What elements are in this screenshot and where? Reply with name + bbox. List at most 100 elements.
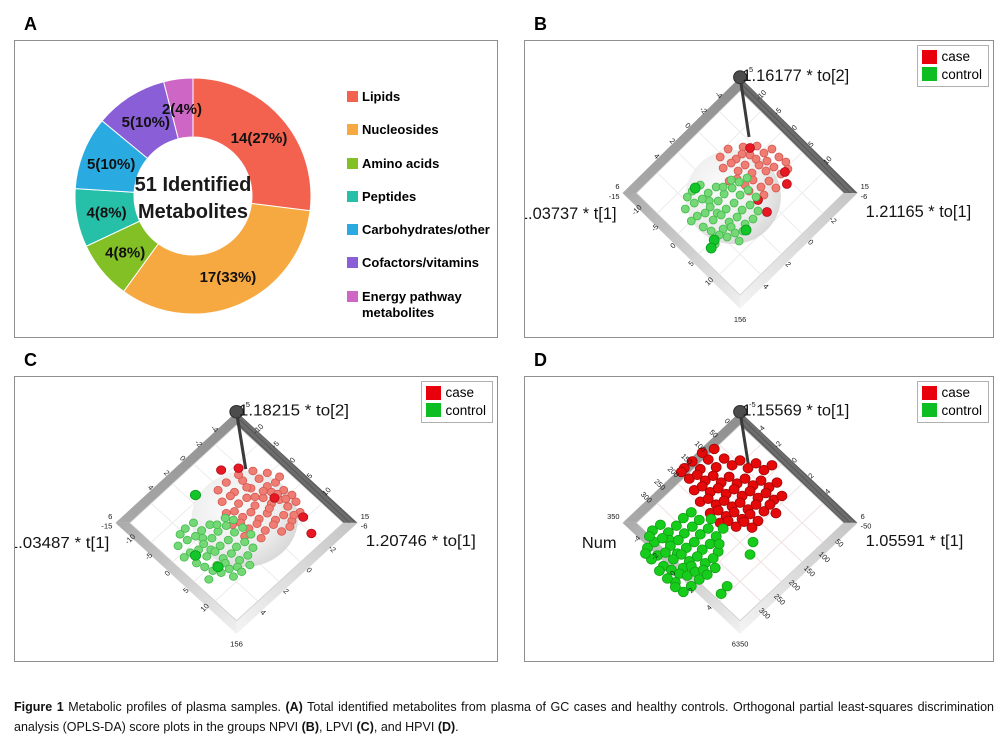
series-case: [675, 443, 788, 533]
svg-text:6350: 6350: [732, 640, 749, 649]
svg-text:5: 5: [686, 259, 695, 268]
caption-bold-segment: (B): [301, 719, 319, 734]
svg-text:4: 4: [652, 152, 661, 161]
svg-text:156: 156: [734, 315, 746, 324]
svg-text:-2: -2: [649, 551, 660, 562]
donut-slice-6: [163, 77, 194, 140]
axis-labels: 1.18215 * to[2] 1.03487 * t[1] 1.20746 * t…: [15, 402, 476, 552]
panel-d-letter: D: [534, 350, 547, 370]
corner-labels: 5 6-15 15-6 156: [609, 65, 869, 324]
svg-text:4: 4: [258, 608, 268, 617]
vertical-axis-pole: [234, 411, 248, 470]
legend-item: Carbohydrates/other: [347, 222, 497, 238]
legend-item: Cofactors/vitamins: [347, 255, 497, 271]
legend-item: Lipids: [347, 89, 497, 105]
svg-text:2: 2: [784, 260, 793, 269]
caption-segment: .: [455, 719, 459, 734]
panel-c-letter: C: [24, 350, 37, 370]
svg-text:15: 15: [361, 512, 370, 521]
control-label: control: [941, 66, 982, 82]
panel-c-box: -4 -2 0 2 4 -10 -5 0 5 10 -10 -5 0 5 10 -2 0 2 4 5 6 -15 15 -6 1…: [14, 376, 498, 662]
case-swatch: [922, 49, 938, 64]
legend-label: Nucleosides: [362, 122, 439, 138]
legend-label: Peptides: [362, 188, 417, 204]
donut-slice-label: 14(27%): [231, 130, 288, 147]
axis-labels: 1.16177 * to[2] 1.03737 * t[1] 1.21165 * t…: [525, 67, 971, 223]
legend-label: Amino acids: [362, 155, 440, 171]
svg-text:350: 350: [607, 512, 619, 521]
caption-segment: Total identified metabolites from plasma…: [14, 699, 994, 734]
svg-text:2: 2: [281, 587, 291, 596]
panel-d: D 0 50 100 150 200 250 300 -4 -2 0 2 4 -4 -2 0 2 4 50 100 1…: [524, 350, 994, 662]
svg-text:-4: -4: [209, 423, 220, 434]
svg-text:0: 0: [288, 456, 298, 465]
legend-swatch: [347, 157, 358, 169]
axis-label-top: 1.15569 * to[1]: [742, 402, 849, 420]
donut-slice-1: [122, 202, 311, 315]
svg-text:-4: -4: [756, 423, 767, 434]
svg-text:-4: -4: [713, 89, 724, 100]
legend-swatch: [347, 91, 358, 102]
legend-label: Lipids: [362, 89, 401, 104]
axis-label-right: 1.21165 * to[1]: [866, 203, 972, 221]
series-control-outliers: [689, 182, 752, 254]
vertical-axis-pole: [738, 411, 751, 470]
donut-slice-0: [192, 77, 312, 212]
svg-text:4: 4: [704, 603, 713, 612]
caption-segment: , LPVI: [318, 719, 357, 734]
control-label: control: [941, 402, 982, 418]
score-plot-3d-hpvi: 050100150200250300-4-2024-4-202450100150…: [582, 400, 963, 648]
legend-label: Energy pathway metabolites: [362, 288, 462, 320]
legend-item: Nucleosides: [347, 122, 497, 138]
svg-text:0: 0: [668, 241, 677, 250]
caption-bold-segment: (D): [437, 719, 456, 734]
axis-labels: 1.15569 * to[1] Num 1.05591 * t[1]: [582, 402, 963, 552]
panel-b-letter: B: [534, 14, 547, 34]
legend-label: Cofactors/vitamins: [362, 255, 480, 271]
svg-text:2: 2: [806, 471, 815, 480]
panel-b-box: -4 -2 0 2 4 -10 -5 0 5 10 -10 -5 0 5 10 -2 0 2 4 5 6 -15 15 -6 1…: [524, 40, 994, 338]
svg-text:-5: -5: [772, 106, 783, 117]
corner-labels: -5 350 6-50 6350: [607, 400, 871, 648]
caption-segment: Metabolic profiles of plasma samples.: [68, 699, 286, 714]
panel-a-box: 14(27%) 17(33%) 4(8%) 4(8%) 5(10%) 5(10%) 2(4%…: [14, 40, 498, 338]
svg-text:50: 50: [708, 428, 720, 440]
svg-text:-4: -4: [631, 534, 642, 545]
svg-text:2: 2: [686, 586, 695, 595]
donut-center-label: 51 Identified: [135, 174, 252, 196]
svg-text:-5: -5: [270, 439, 281, 450]
panel-a-letter: A: [24, 14, 37, 34]
series-control: [640, 507, 759, 600]
svg-text:0: 0: [163, 569, 173, 578]
svg-text:-5: -5: [143, 551, 154, 562]
svg-text:0: 0: [668, 569, 677, 578]
svg-text:2: 2: [162, 468, 172, 477]
legend-item: Energy pathway metabolites: [347, 289, 497, 322]
svg-text:4: 4: [761, 282, 770, 291]
panel-b: B -4 -2 0 2 4 -10 -5 0 5 10 -10 -5 0 5 10 -2 0 2 4 5 6 -15 15-…: [524, 14, 994, 338]
svg-text:0: 0: [790, 123, 799, 132]
legend-label: Carbohydrates/other: [362, 222, 490, 237]
caption-bold-segment: (A): [285, 699, 303, 714]
series-case-outliers: [745, 143, 792, 217]
case-label: case: [941, 49, 970, 64]
svg-text:4: 4: [146, 483, 156, 492]
svg-text:-6: -6: [861, 192, 868, 201]
svg-text:-15: -15: [101, 522, 112, 531]
donut-slice-label: 2(4%): [162, 101, 202, 118]
axis-label-top: 1.16177 * to[2]: [742, 67, 849, 85]
svg-text:6: 6: [861, 512, 865, 521]
svg-text:5: 5: [305, 471, 315, 480]
axis-label-right: 1.20746 * to[1]: [366, 532, 476, 549]
caption-bold-segment: Figure 1: [14, 699, 69, 714]
axis-label-left: 1.03487 * t[1]: [15, 534, 109, 551]
legend-item: Amino acids: [347, 156, 497, 172]
svg-text:-5: -5: [649, 222, 660, 233]
svg-text:-6: -6: [361, 522, 368, 531]
score-plot-3d-lpvi: -4-2024-10-50510-10-50510-202456-1515-61…: [15, 400, 476, 648]
plot-legend: case control: [421, 381, 493, 424]
axis-top-sphere: [733, 405, 748, 419]
legend-swatch: [347, 224, 358, 235]
